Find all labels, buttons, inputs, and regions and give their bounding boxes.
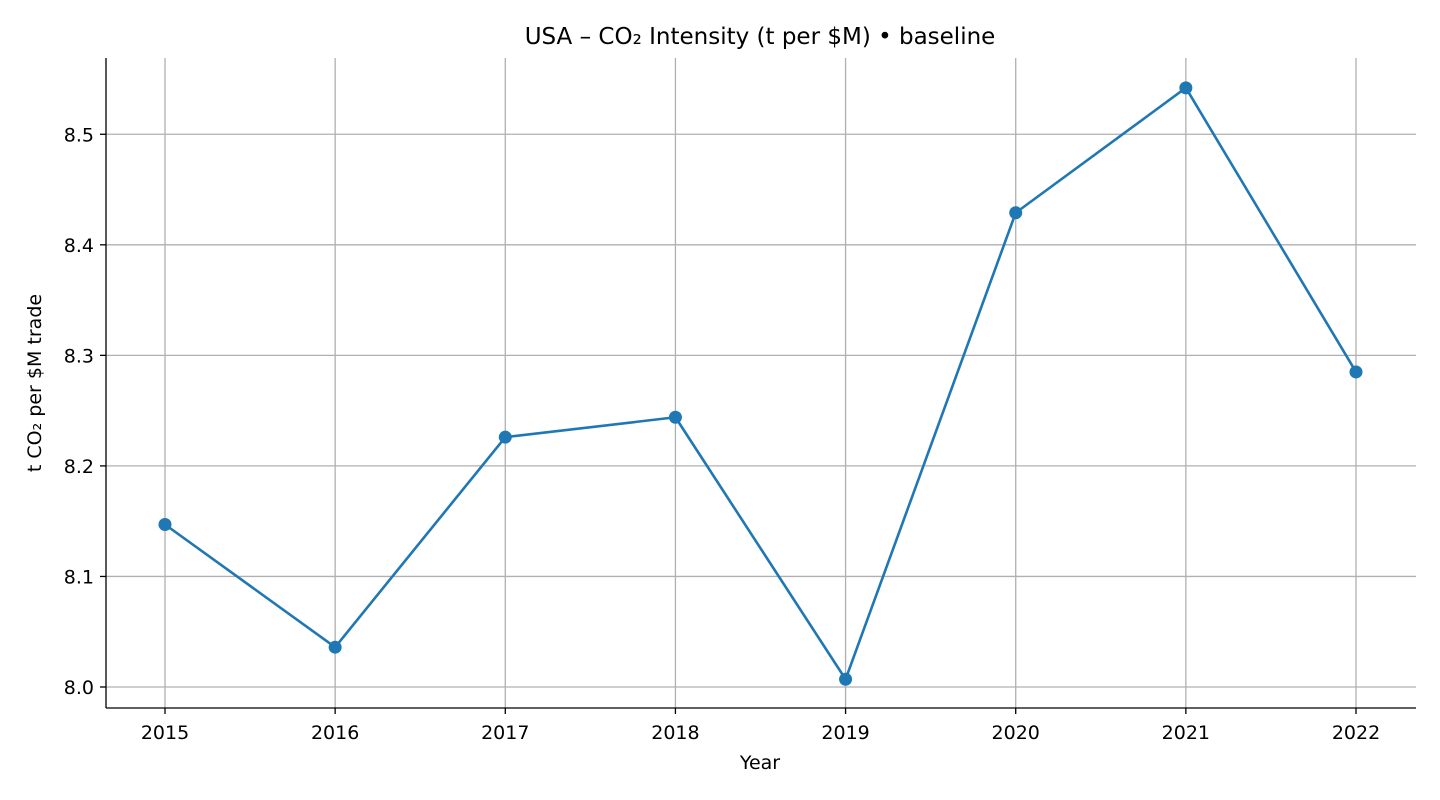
data-point [1009,206,1023,220]
chart-title: USA – CO₂ Intensity (t per $M) • baselin… [525,24,996,50]
y-tick-label: 8.4 [64,235,94,257]
y-tick-label: 8.2 [64,456,94,478]
x-tick-label: 2021 [1162,722,1210,744]
x-tick-label: 2016 [311,722,359,744]
y-tick-label: 8.5 [64,124,94,146]
y-tick-label: 8.3 [64,345,94,367]
data-point [1349,365,1363,379]
x-axis-label: Year [739,752,780,774]
data-point [839,672,853,686]
series-layer [158,81,1363,686]
data-point [158,517,172,531]
x-tick-label: 2017 [481,722,529,744]
data-point [328,640,342,654]
y-tick-label: 8.0 [64,677,94,699]
x-tick-label: 2019 [821,722,869,744]
x-tick-label: 2015 [141,722,189,744]
y-axis-label: t CO₂ per $M trade [24,294,46,472]
x-tick-label: 2020 [992,722,1040,744]
x-tick-label: 2022 [1332,722,1380,744]
axis-ticks: 2015 2016 2017 2018 2019 2020 2021 2022 8.0 8.1 8.… [64,124,1380,744]
y-tick-label: 8.1 [64,566,94,588]
series-line [163,86,1358,681]
data-point [1179,81,1193,95]
data-point [668,410,682,424]
grid-lines [106,58,1416,708]
x-tick-label: 2018 [651,722,699,744]
data-point [498,430,512,444]
